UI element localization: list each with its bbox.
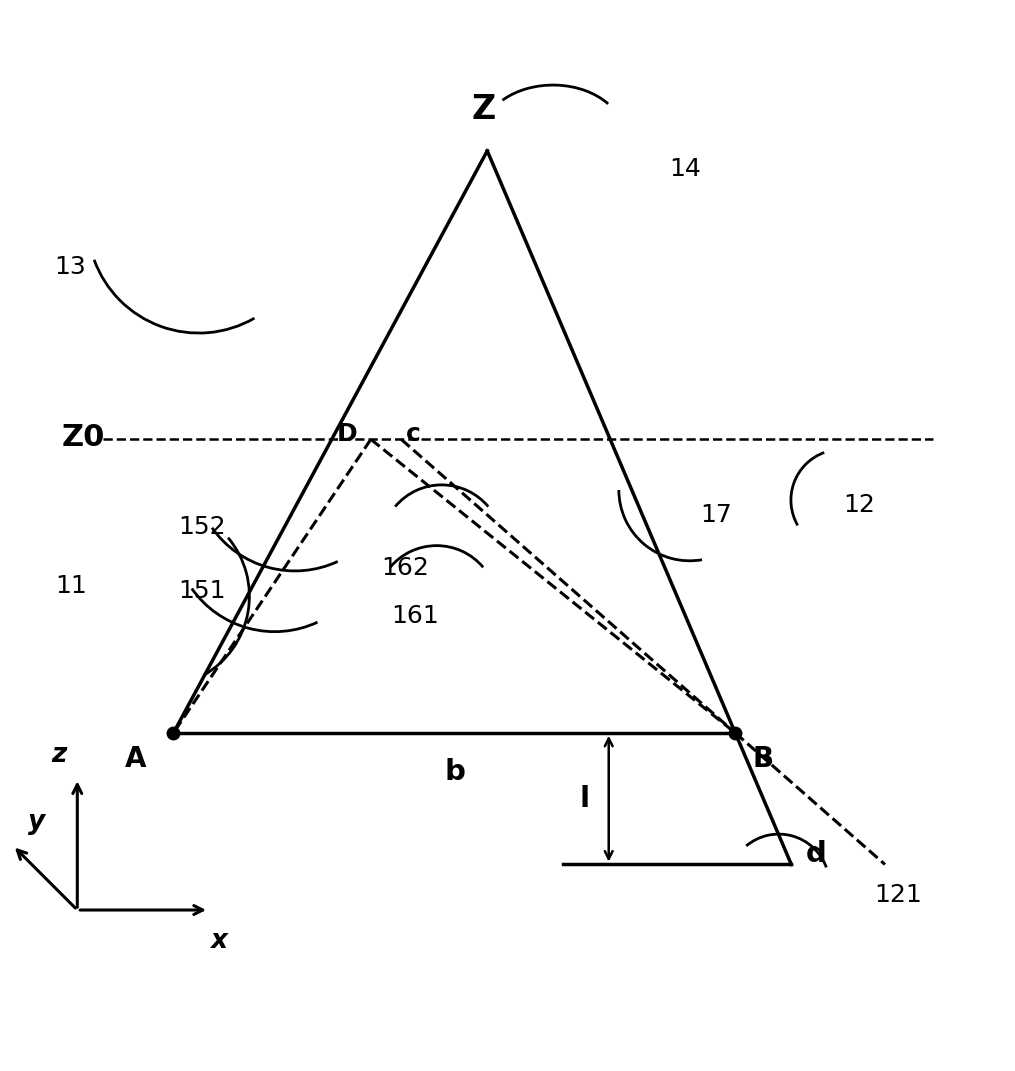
Text: d: d	[806, 841, 826, 869]
Text: 151: 151	[179, 579, 226, 603]
Text: 162: 162	[381, 556, 429, 579]
Text: Z0: Z0	[62, 423, 106, 452]
Text: c: c	[406, 422, 421, 447]
Text: D: D	[337, 422, 357, 447]
Text: z: z	[52, 742, 67, 768]
Text: A: A	[125, 745, 146, 773]
Text: x: x	[210, 929, 227, 954]
Text: Z: Z	[471, 92, 495, 125]
Text: 161: 161	[391, 604, 438, 629]
Text: B: B	[752, 745, 773, 773]
Text: l: l	[580, 785, 590, 813]
Text: b: b	[445, 758, 465, 786]
Text: y: y	[28, 810, 46, 835]
Text: 12: 12	[843, 493, 875, 517]
Text: 14: 14	[670, 157, 701, 181]
Text: 11: 11	[55, 574, 87, 598]
Text: 17: 17	[699, 503, 732, 527]
Text: 121: 121	[874, 883, 922, 907]
Text: 152: 152	[179, 515, 226, 540]
Text: 13: 13	[54, 255, 86, 280]
